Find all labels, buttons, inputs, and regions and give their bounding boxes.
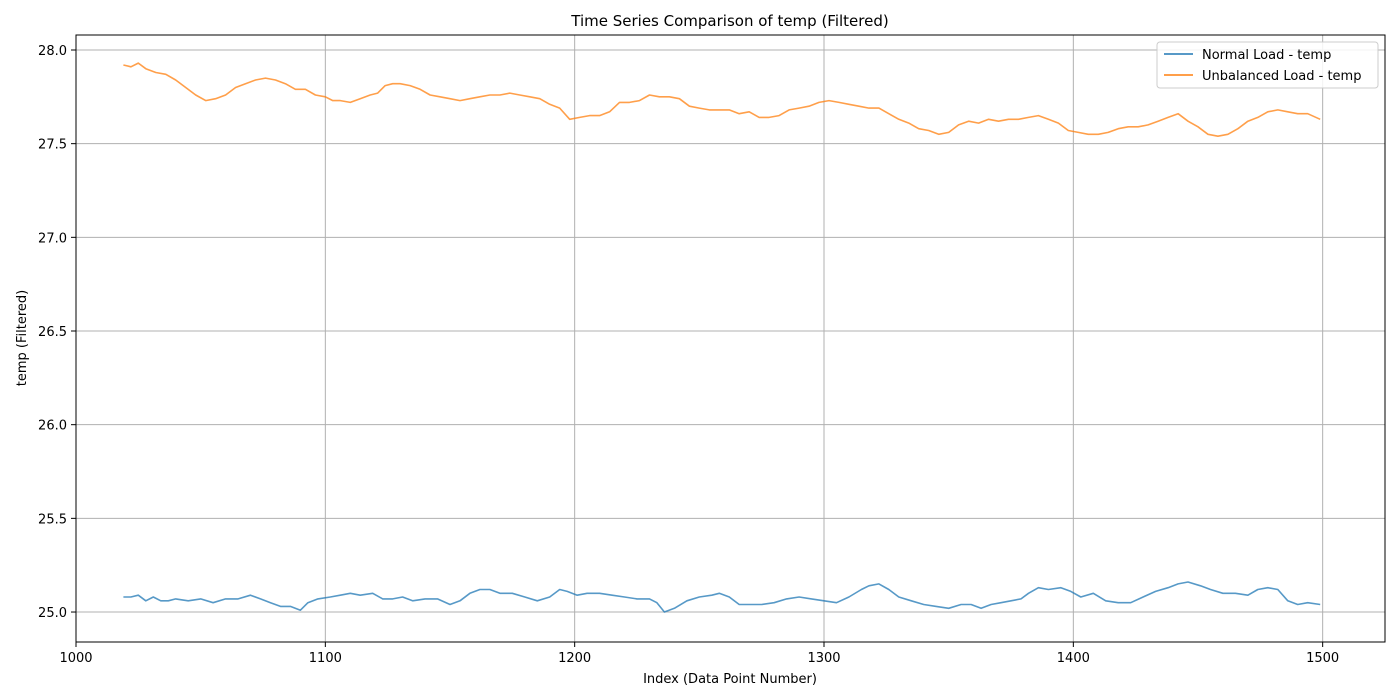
y-axis-ticks: 25.0 25.5 26.0 26.5 27.0 27.5 28.0: [38, 44, 76, 621]
x-tick-label: 1400: [1057, 651, 1090, 666]
y-axis-label: temp (Filtered): [15, 290, 30, 386]
x-axis-ticks: 1000 1100 1200 1300 1400 1500: [59, 642, 1339, 666]
y-tick-label: 26.5: [38, 325, 67, 340]
y-tick-label: 25.5: [38, 512, 67, 527]
series-line-normal-load: [123, 581, 1321, 613]
y-tick-label: 27.5: [38, 138, 67, 153]
x-tick-label: 1100: [309, 651, 342, 666]
x-tick-label: 1300: [807, 651, 840, 666]
legend-label-normal-load: Normal Load - temp: [1202, 48, 1331, 63]
chart-title: Time Series Comparison of temp (Filtered…: [570, 12, 888, 30]
y-tick-label: 26.0: [38, 419, 67, 434]
series-lines: [123, 62, 1321, 613]
x-tick-label: 1000: [59, 651, 92, 666]
legend: Normal Load - temp Unbalanced Load - tem…: [1156, 41, 1379, 89]
x-axis-label: Index (Data Point Number): [643, 672, 817, 687]
y-tick-label: 27.0: [38, 231, 67, 246]
legend-label-unbalanced-load: Unbalanced Load - temp: [1202, 69, 1361, 84]
series-line-unbalanced-load: [123, 62, 1321, 137]
y-tick-label: 25.0: [38, 606, 67, 621]
x-tick-label: 1500: [1306, 651, 1339, 666]
y-tick-label: 28.0: [38, 44, 67, 59]
x-tick-label: 1200: [558, 651, 591, 666]
legend-box: [1156, 41, 1379, 89]
plot-frame: [75, 34, 1386, 643]
